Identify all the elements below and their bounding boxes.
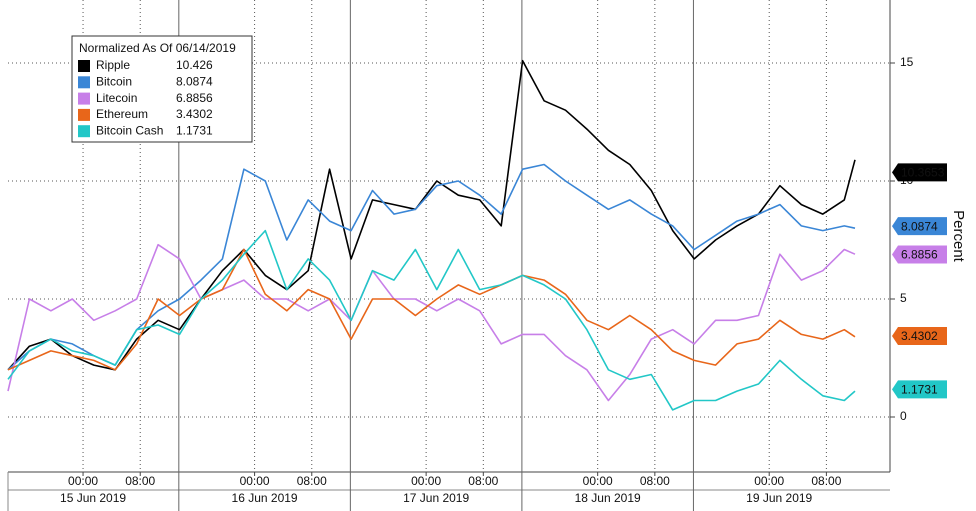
x-day-label: 18 Jun 2019 [575, 491, 641, 505]
x-day-label: 15 Jun 2019 [60, 491, 126, 505]
x-tick-label: 08:00 [811, 474, 841, 488]
end-tag-label: 8.0874 [901, 219, 938, 233]
legend-title: Normalized As Of 06/14/2019 [79, 41, 236, 55]
x-tick-label: 00:00 [411, 474, 441, 488]
legend-swatch [78, 125, 90, 138]
legend-label: Litecoin [96, 91, 137, 105]
end-tag [892, 245, 947, 264]
x-day-label: 16 Jun 2019 [232, 491, 298, 505]
legend-box [71, 35, 253, 143]
legend-label: Bitcoin [96, 74, 132, 88]
legend-value: 3.4302 [176, 107, 213, 121]
y-axis-title: Percent [950, 210, 967, 263]
x-tick-label: 08:00 [468, 474, 498, 488]
end-tag-label: 10.3653 [901, 166, 945, 180]
y-tick-label: 0 [900, 409, 907, 423]
end-tag [892, 327, 947, 346]
series-line [7, 243, 856, 402]
x-tick-label: 08:00 [125, 474, 155, 488]
end-tag [892, 380, 947, 399]
end-tag-label: 3.4302 [901, 329, 938, 343]
x-tick-label: 00:00 [754, 474, 784, 488]
end-tag-label: 1.1731 [901, 382, 938, 396]
legend-label: Ethereum [96, 107, 148, 121]
legend-swatch [78, 92, 90, 105]
legend-value: 8.0874 [176, 74, 213, 88]
legend: Normalized As Of 06/14/2019 Ripple 10.426… [71, 35, 253, 143]
plot [7, 0, 890, 511]
end-tag [892, 217, 947, 236]
x-tick-label: 00:00 [240, 474, 270, 488]
x-day-label: 17 Jun 2019 [403, 491, 469, 505]
y-tick-label: 15 [900, 55, 914, 69]
x-day-label: 19 Jun 2019 [746, 491, 812, 505]
legend-label: Ripple [96, 58, 130, 72]
x-tick-label: 08:00 [640, 474, 670, 488]
x-tick-label: 00:00 [583, 474, 613, 488]
x-tick-label: 00:00 [68, 474, 98, 488]
legend-swatch [78, 76, 90, 89]
series-line [7, 248, 856, 371]
series-line [7, 229, 856, 411]
legend-value: 10.426 [176, 58, 213, 72]
legend-value: 6.8856 [176, 91, 213, 105]
legend-value: 1.1731 [176, 123, 213, 137]
y-tick-label: 5 [900, 291, 907, 305]
series-line [7, 163, 856, 371]
end-tag-label: 6.8856 [901, 248, 938, 262]
end-tag [892, 163, 947, 182]
legend-swatch [78, 60, 90, 72]
legend-swatch [78, 108, 90, 121]
x-tick-label: 08:00 [297, 474, 327, 488]
legend-label: Bitcoin Cash [96, 123, 163, 137]
